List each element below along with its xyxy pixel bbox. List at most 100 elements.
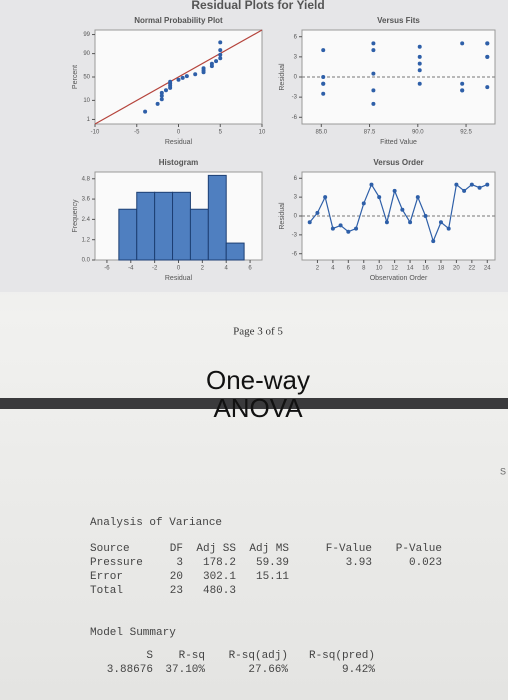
residual-point [400, 207, 405, 212]
y-tick-label: 3 [294, 195, 298, 201]
y-tick-label: 10 [83, 98, 90, 104]
residual-point [330, 226, 335, 231]
residual-point [417, 54, 422, 59]
table-cell: 480.3 [203, 585, 236, 597]
residual-point [184, 74, 189, 79]
residual-point [361, 201, 366, 206]
table-cell: 59.39 [256, 557, 289, 569]
y-tick-label: 4.8 [82, 176, 91, 182]
y-tick-label: -6 [292, 115, 298, 121]
residual-point [307, 220, 312, 225]
residual-point [218, 56, 223, 61]
residual-point [371, 48, 376, 53]
y-tick-label: -6 [292, 251, 298, 257]
table-cell: R-sq(pred) [309, 650, 375, 662]
x-tick-label: -10 [91, 130, 100, 136]
x-tick-label: 4 [331, 266, 335, 272]
x-tick-label: 6 [248, 266, 252, 272]
x-tick-label: 10 [259, 130, 266, 136]
y-axis-label: Percent [72, 65, 79, 89]
residual-point [371, 88, 376, 93]
residual-point [460, 81, 465, 86]
table-cell: F-Value [326, 543, 372, 555]
x-axis-label: Observation Order [370, 275, 428, 282]
x-tick-label: 20 [453, 266, 460, 272]
residual-point [392, 188, 397, 193]
histogram-bar [172, 191, 191, 261]
table-cell: Source [90, 543, 130, 555]
residual-point [321, 91, 326, 96]
x-tick-label: 24 [484, 266, 491, 272]
y-tick-label: 1.2 [82, 237, 91, 243]
x-tick-label: 85.0 [315, 130, 327, 136]
x-tick-label: 0 [177, 266, 181, 272]
table-cell: Adj MS [249, 543, 289, 555]
table-cell: 3.88676 [107, 664, 153, 676]
y-tick-label: 0 [294, 214, 298, 220]
x-tick-label: 10 [376, 266, 383, 272]
histogram-bar [225, 242, 245, 261]
y-tick-label: -3 [292, 232, 298, 238]
section-title: Analysis of Variance [90, 517, 222, 529]
table-cell: Adj SS [196, 543, 236, 555]
residual-point [159, 93, 164, 98]
residual-point [438, 220, 443, 225]
residual-point [159, 97, 164, 102]
residual-point [485, 85, 490, 90]
residual-point [485, 182, 490, 187]
y-axis-label: Residual [279, 202, 286, 230]
x-tick-label: 5 [219, 130, 223, 136]
residual-point [485, 41, 490, 46]
panel-title: Histogram [159, 158, 199, 167]
residual-point [338, 223, 343, 228]
table-cell: S [146, 650, 153, 662]
residual-point [155, 101, 160, 106]
residual-point [460, 88, 465, 93]
x-tick-label: 2 [316, 266, 320, 272]
x-tick-label: 90.0 [412, 130, 424, 136]
table-cell: 3 [176, 557, 183, 569]
reference-line [94, 29, 263, 125]
table-cell: Total [90, 585, 123, 597]
x-tick-label: 4 [225, 266, 229, 272]
residual-point [462, 188, 467, 193]
residual-point [417, 81, 422, 86]
section-title: Model Summary [90, 627, 176, 639]
table-cell: 20 [170, 571, 183, 583]
x-tick-label: -4 [128, 266, 134, 272]
residual-point [176, 77, 181, 82]
y-tick-label: 2.4 [82, 217, 91, 223]
y-tick-label: 90 [83, 51, 90, 57]
x-tick-label: 6 [347, 266, 351, 272]
table-cell: 302.1 [203, 571, 236, 583]
residual-point [417, 61, 422, 66]
table-cell: 3.93 [346, 557, 372, 569]
margin-letter: S [500, 466, 506, 476]
residual-point [163, 88, 168, 93]
x-tick-label: 2 [201, 266, 205, 272]
residual-point [168, 79, 173, 84]
table-cell: R-sq [179, 650, 205, 662]
residual-point [321, 75, 326, 79]
residual-point [369, 182, 374, 187]
table-cell: 9.42% [342, 664, 375, 676]
residual-point [454, 182, 459, 187]
heading-line: One-way [206, 365, 310, 395]
x-tick-label: 0 [177, 130, 181, 136]
residual-point [371, 71, 376, 76]
residual-point [323, 195, 328, 200]
residual-point [477, 185, 482, 190]
residual-point [214, 59, 219, 64]
table-cell: 178.2 [203, 557, 236, 569]
histogram-bar [136, 191, 156, 261]
heading-line: ANOVA [213, 393, 303, 423]
x-axis-label: Fitted Value [380, 139, 417, 146]
residual-point [321, 48, 326, 53]
x-tick-label: 8 [362, 266, 366, 272]
residual-point [143, 109, 148, 114]
residual-point [431, 239, 436, 244]
y-tick-label: 0.0 [82, 258, 91, 264]
residual-point [159, 90, 164, 95]
